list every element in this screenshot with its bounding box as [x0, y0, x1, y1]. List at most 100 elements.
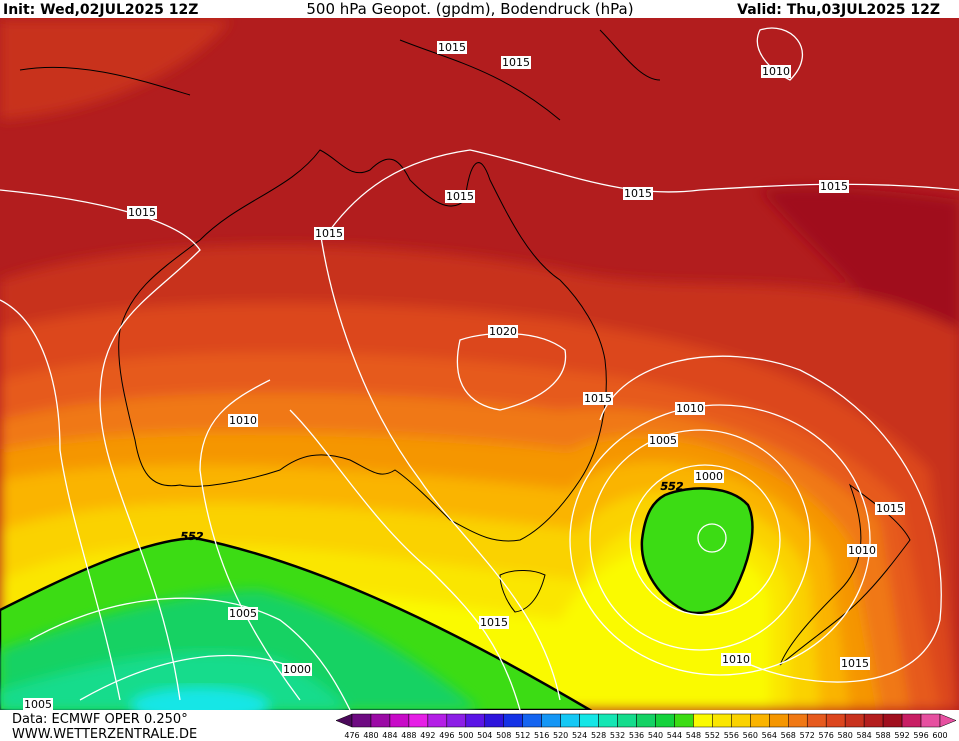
isobar-label: 1015 [584, 392, 612, 405]
isobar-label: 1015 [446, 190, 474, 203]
colorbar-box [598, 713, 618, 728]
isobar-label: 1015 [128, 206, 156, 219]
colorbar-label: 504 [477, 731, 492, 740]
label-box [721, 653, 751, 666]
colorbar-label: 556 [724, 731, 739, 740]
label-box [228, 607, 258, 620]
colorbar-label: 532 [610, 731, 625, 740]
isobar-label: 1000 [283, 663, 311, 676]
colorbar-box [579, 713, 599, 728]
colorbar-box [408, 713, 429, 728]
colorbar-box [427, 713, 448, 728]
colorbar-label: 524 [572, 731, 587, 740]
valid-time: Valid: Thu,03JUL2025 12Z [737, 2, 940, 18]
colorbar-box [655, 713, 675, 728]
colorbar-box [731, 713, 751, 728]
colorbar-box [750, 713, 770, 728]
colorbar-label: 568 [781, 731, 796, 740]
isobar [756, 27, 804, 81]
colorbar-box [806, 713, 827, 728]
coastline [499, 570, 546, 613]
label-box [840, 657, 870, 670]
isobar-label: 1015 [480, 616, 508, 629]
label-box [694, 470, 724, 483]
isobar [0, 299, 121, 701]
colorbar-box [503, 713, 523, 728]
coastline [19, 29, 661, 121]
isobar [319, 229, 561, 701]
field-band [760, 187, 959, 420]
colorbar-box [560, 713, 580, 728]
isobar-label: 1015 [438, 41, 466, 54]
colorbar-label: 512 [515, 731, 530, 740]
colorbar-label: 592 [894, 731, 909, 740]
colorbar-box [351, 713, 372, 728]
website: WWW.WETTERZENTRALE.DE [12, 727, 197, 741]
isobar [599, 355, 942, 683]
colorbar-box [522, 713, 542, 728]
label-box [228, 414, 258, 427]
colorbar-label: 564 [762, 731, 777, 740]
colorbar-label: 516 [534, 731, 549, 740]
colorbar-label: 552 [705, 731, 720, 740]
colorbar-label: 560 [743, 731, 758, 740]
label-box [875, 502, 905, 515]
isobar [629, 464, 781, 616]
isobar-label: 1010 [762, 65, 790, 78]
isobar-label: 1010 [848, 544, 876, 557]
map-title: 500 hPa Geopot. (gpdm), Bodendruck (hPa) [306, 0, 633, 18]
label-box [623, 187, 653, 200]
isobar-label: 1005 [229, 607, 257, 620]
colorbar-label: 544 [667, 731, 682, 740]
colorbar-label: 572 [800, 731, 815, 740]
colorbar-box [901, 713, 922, 728]
label-box [847, 544, 877, 557]
colorbar-label: 540 [648, 731, 663, 740]
isobar-label: 1015 [624, 187, 652, 200]
colorbar: 476 480 484 488 492 496 500 504 508 512 516 520 524 5… [335, 713, 957, 740]
label-box [675, 402, 705, 415]
label-box [437, 41, 467, 54]
colorbar-label: 492 [420, 731, 435, 740]
colorbar-box [863, 713, 884, 728]
geopotential-552-region [640, 487, 754, 615]
isobar-label: 1015 [841, 657, 869, 670]
label-box [501, 56, 531, 69]
colorbar-label: 580 [838, 731, 853, 740]
contour-labels: 1015 1015 1010 1015 1015 1015 1015 1015 1020 1015… [23, 41, 905, 710]
label-box [648, 434, 678, 447]
colorbar-box [617, 713, 637, 728]
isobar [589, 429, 811, 651]
isobar-label: 1010 [229, 414, 257, 427]
isobar [289, 409, 521, 710]
coastline [779, 483, 911, 666]
isobar [79, 654, 301, 701]
colorbar-box [370, 713, 391, 728]
isobar-label: 1010 [722, 653, 750, 666]
coastlines [19, 29, 911, 666]
isobar-label: 1010 [676, 402, 704, 415]
colorbar-label: 600 [932, 731, 947, 740]
init-time: Init: Wed,02JUL2025 12Z [3, 2, 198, 18]
colorbar-box [446, 713, 467, 728]
colorbar-box [389, 713, 410, 728]
isobar-label: 1005 [649, 434, 677, 447]
coastline [118, 149, 607, 542]
colorbar-box [484, 713, 504, 728]
label-box [445, 190, 475, 203]
colorbar-box [769, 713, 789, 728]
label-box [23, 698, 53, 710]
colorbar-label: 480 [363, 731, 378, 740]
colorbar-label: 536 [629, 731, 644, 740]
isobar-label: 1015 [315, 227, 343, 240]
colorbar-label: 500 [458, 731, 473, 740]
label-box [479, 616, 509, 629]
colorbar-label: 488 [401, 731, 416, 740]
colorbar-box [882, 713, 903, 728]
colorbar-box [712, 713, 732, 728]
colorbar-box [541, 713, 561, 728]
isobar [697, 523, 727, 553]
colorbar-label: 484 [382, 731, 397, 740]
colorbar-label: 496 [439, 731, 454, 740]
